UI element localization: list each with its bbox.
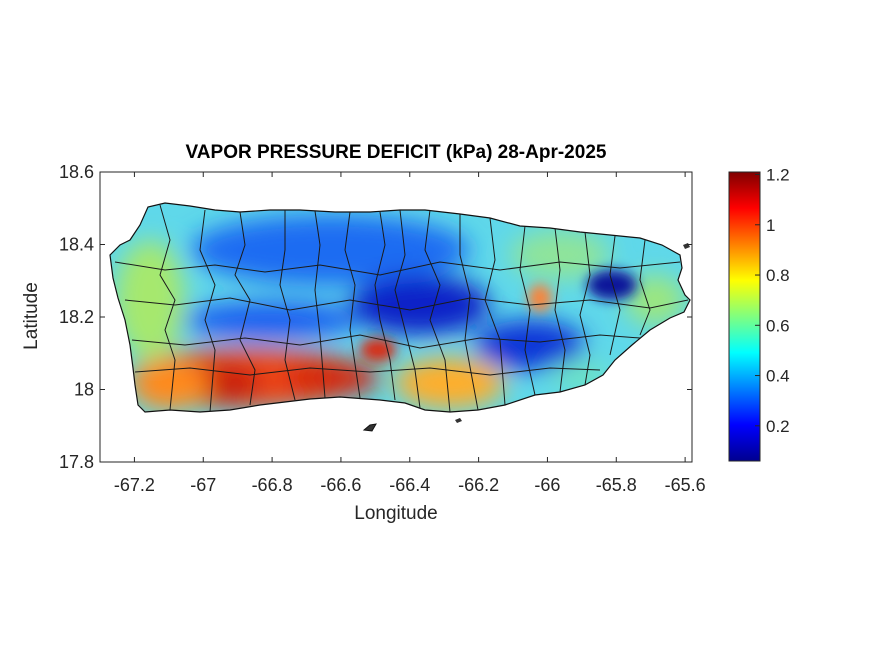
- y-tick-label: 18.6: [59, 162, 94, 182]
- chart-title: VAPOR PRESSURE DEFICIT (kPa) 28-Apr-2025: [185, 142, 607, 163]
- colorbar-tick-label: 0.8: [766, 266, 790, 285]
- colorbar-tick-label: 0.6: [766, 316, 790, 335]
- x-tick-label: -66: [534, 475, 560, 495]
- x-axis: -67.2 -67 -66.8 -66.6 -66.4 -66.2 -66 -65.8 -65.…: [114, 172, 706, 495]
- x-axis-label: Longitude: [354, 503, 438, 524]
- caja-de-muertos-island: [362, 423, 377, 432]
- colorbar-tick-label: 0.4: [766, 367, 790, 386]
- island-outline: [109, 202, 691, 413]
- x-tick-label: -65.8: [596, 475, 637, 495]
- x-tick-label: -66.8: [252, 475, 293, 495]
- colorbar-axis: 0.2 0.4 0.6 0.8 1 1.2: [755, 166, 790, 436]
- x-tick-label: -67: [190, 475, 216, 495]
- y-axis: 17.8 18 18.2 18.4 18.6: [59, 162, 692, 472]
- vpd-field: [110, 203, 690, 412]
- y-tick-label: 18: [74, 380, 94, 400]
- colorbar-tick-label: 1.2: [766, 166, 790, 185]
- colorbar: [728, 171, 761, 462]
- x-tick-label: -66.4: [389, 475, 430, 495]
- x-tick-label: -66.6: [320, 475, 361, 495]
- municipal-boundaries: [114, 204, 689, 412]
- colorbar-tick-label: 1: [766, 216, 775, 235]
- y-tick-label: 18.2: [59, 307, 94, 327]
- colorbar-tick-label: 0.2: [766, 417, 790, 436]
- x-tick-label: -67.2: [114, 475, 155, 495]
- x-tick-label: -65.6: [665, 475, 706, 495]
- y-tick-label: 18.4: [59, 235, 94, 255]
- y-tick-label: 17.8: [59, 452, 94, 472]
- cayo-island: [455, 418, 462, 423]
- x-tick-label: -66.2: [458, 475, 499, 495]
